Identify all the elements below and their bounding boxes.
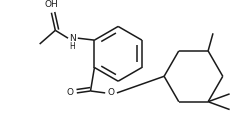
Text: OH: OH (45, 0, 58, 9)
Text: O: O (66, 88, 73, 97)
Text: O: O (108, 88, 115, 97)
Text: N: N (69, 34, 76, 43)
Text: H: H (69, 42, 75, 51)
